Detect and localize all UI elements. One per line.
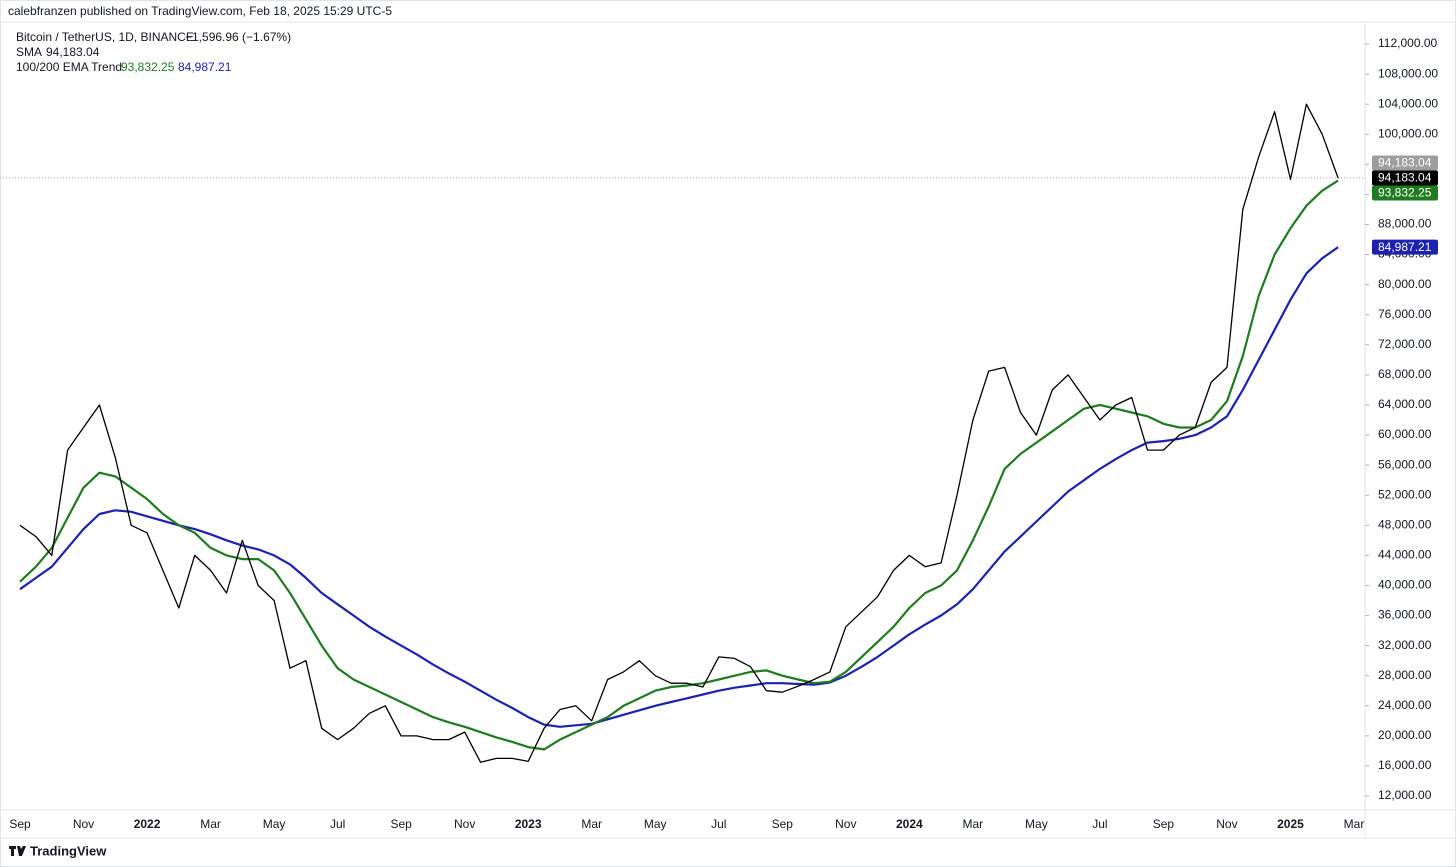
price-tag-label: 84,987.21 [1378, 240, 1432, 254]
x-tick-label: Mar [200, 817, 221, 831]
logo-mark [9, 846, 26, 856]
y-tick-label: 48,000.00 [1378, 517, 1432, 531]
x-tick-label: Mar [1344, 817, 1365, 831]
y-tick-label: 40,000.00 [1378, 578, 1432, 592]
x-tick-label: 2025 [1277, 817, 1304, 831]
y-tick-label: 32,000.00 [1378, 638, 1432, 652]
legend-ema100-value: 93,832.25 [121, 60, 175, 74]
legend-ema: 100/200 EMA Trend [16, 60, 122, 74]
y-tick-label: 100,000.00 [1378, 126, 1438, 140]
y-tick-label: 76,000.00 [1378, 307, 1432, 321]
x-tick-label: Nov [73, 817, 94, 831]
price-tag [1372, 239, 1438, 255]
x-tick-label: May [263, 817, 286, 831]
x-tick-label: Jul [1092, 817, 1107, 831]
x-tick-label: Nov [454, 817, 475, 831]
x-tick-label: Sep [1153, 817, 1175, 831]
y-tick-label: 24,000.00 [1378, 698, 1432, 712]
y-tick-label: 12,000.00 [1378, 788, 1432, 802]
x-tick-label: Nov [1216, 817, 1237, 831]
legend-sma-value: 94,183.04 [46, 45, 100, 59]
header: calebfranzen published on TradingView.co… [8, 4, 392, 18]
y-tick-label: 20,000.00 [1378, 728, 1432, 742]
y-tick-label: 60,000.00 [1378, 427, 1432, 441]
legend-ema200-value: 84,987.21 [178, 60, 232, 74]
y-tick-label: 108,000.00 [1378, 66, 1438, 80]
price-tag-label: 94,183.04 [1378, 171, 1432, 185]
x-tick-label: May [644, 817, 667, 831]
x-tick-label: Sep [772, 817, 794, 831]
footer-brand: TradingView [30, 843, 107, 858]
legend-title: Bitcoin / TetherUS, 1D, BINANCE [16, 30, 194, 44]
price-tag [1372, 170, 1438, 186]
y-tick-label: 56,000.00 [1378, 457, 1432, 471]
x-tick-label: Sep [390, 817, 412, 831]
x-tick-label: Jul [330, 817, 345, 831]
x-tick-label: Nov [835, 817, 856, 831]
x-tick-label: Mar [963, 817, 984, 831]
x-tick-label: May [1025, 817, 1048, 831]
y-tick-label: 80,000.00 [1378, 277, 1432, 291]
y-tick-label: 72,000.00 [1378, 337, 1432, 351]
legend-sma: SMA [16, 45, 42, 59]
y-tick-label: 16,000.00 [1378, 758, 1432, 772]
y-tick-label: 112,000.00 [1378, 36, 1437, 50]
x-tick-label: Sep [9, 817, 31, 831]
x-tick-label: Jul [711, 817, 726, 831]
price-tag [1372, 185, 1438, 201]
x-tick-label: 2023 [515, 817, 542, 831]
series-line [19, 246, 1339, 728]
y-tick-label: 88,000.00 [1378, 217, 1432, 231]
price-tag [1372, 155, 1438, 171]
y-tick-label: 44,000.00 [1378, 548, 1432, 562]
y-tick-label: 28,000.00 [1378, 668, 1432, 682]
x-tick-label: 2024 [896, 817, 923, 831]
price-tag-label: 94,183.04 [1378, 156, 1432, 170]
price-tag-label: 93,832.25 [1378, 186, 1432, 200]
y-tick-label: 68,000.00 [1378, 367, 1432, 381]
y-tick-label: 52,000.00 [1378, 487, 1432, 501]
legend-change: −1,596.96 (−1.67%) [185, 30, 291, 44]
x-tick-label: 2022 [134, 817, 161, 831]
x-tick-label: Mar [581, 817, 602, 831]
logo [9, 846, 26, 856]
y-tick-label: 104,000.00 [1378, 96, 1438, 110]
series-line [19, 179, 1339, 751]
y-tick-label: 36,000.00 [1378, 608, 1432, 622]
series-line [19, 103, 1339, 763]
y-tick-label: 64,000.00 [1378, 397, 1432, 411]
